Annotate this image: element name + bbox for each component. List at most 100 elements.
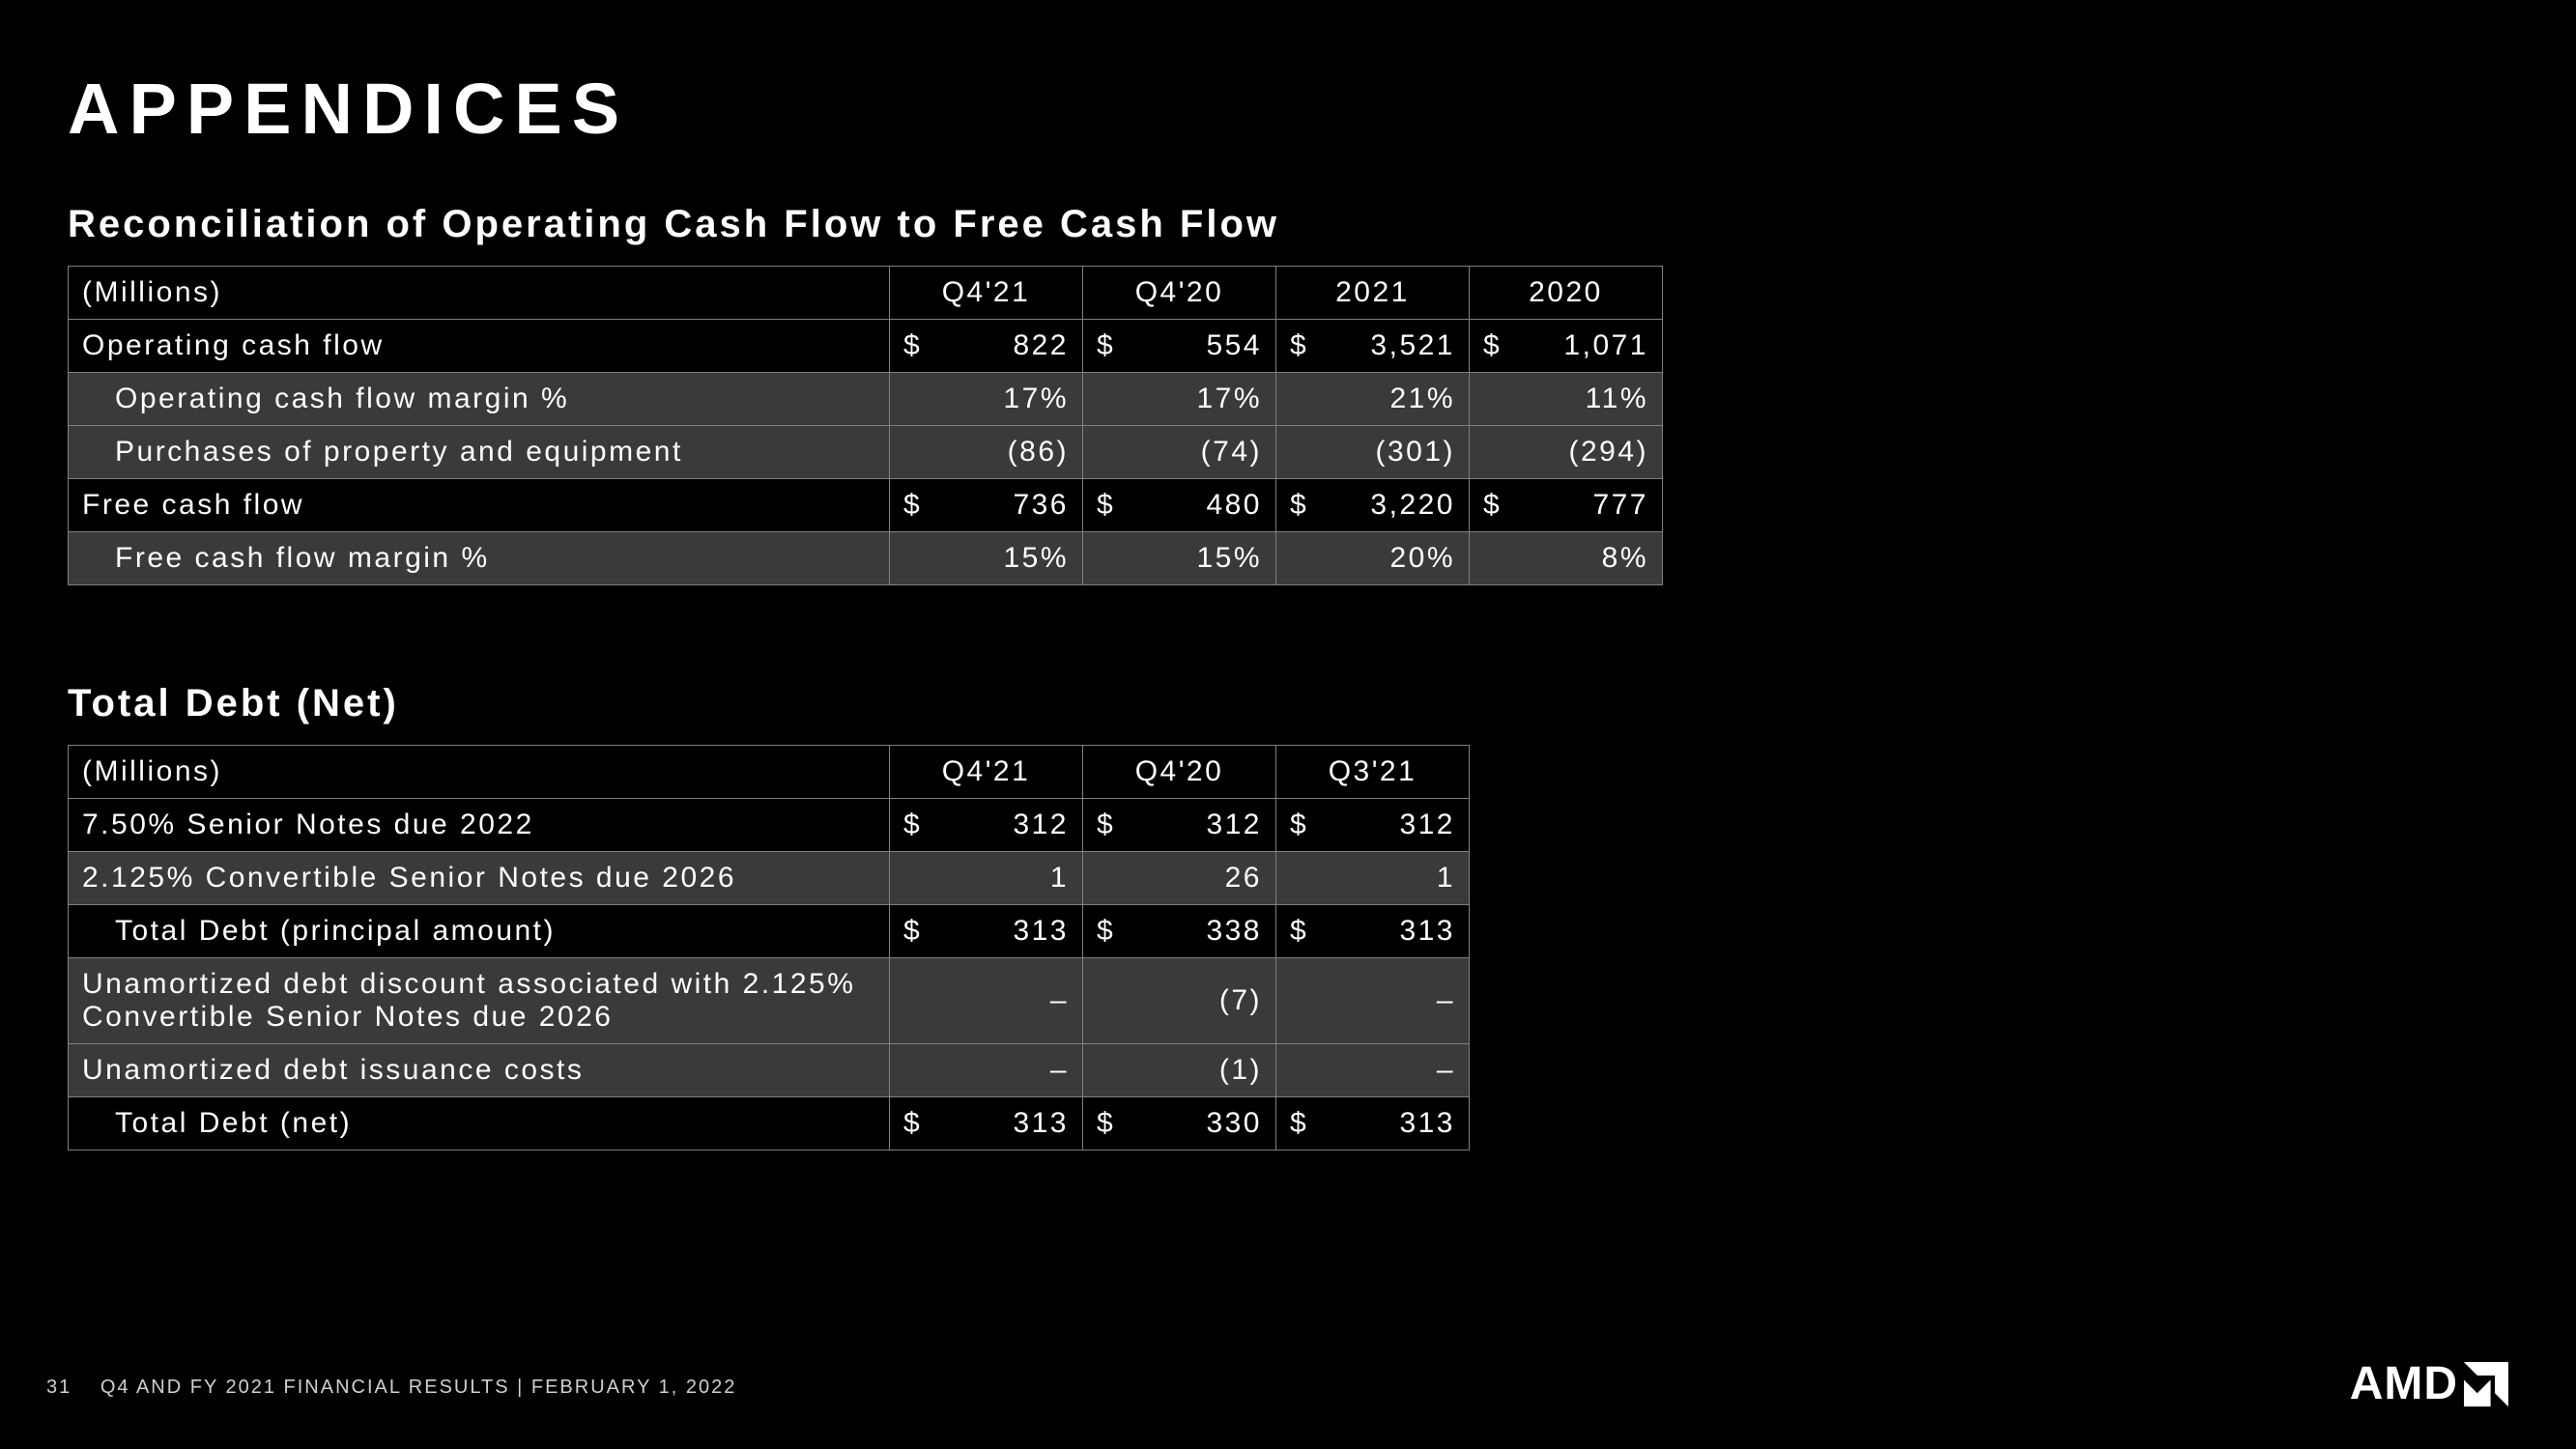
- footer: 31 Q4 AND FY 2021 FINANCIAL RESULTS | FE…: [46, 1377, 736, 1399]
- row-label: Purchases of property and equipment: [69, 426, 890, 479]
- cell-value: 15%: [938, 532, 1083, 585]
- table-header-label: (Millions): [69, 267, 890, 320]
- currency-symbol: [1083, 852, 1131, 905]
- total-debt-table: (Millions)Q4'21Q4'20Q3'21 7.50% Senior No…: [68, 745, 1470, 1151]
- currency-symbol: $: [1083, 479, 1131, 532]
- currency-symbol: [1470, 373, 1518, 426]
- currency-symbol: [890, 852, 938, 905]
- currency-symbol: [1276, 373, 1325, 426]
- cell-value: –: [938, 1044, 1083, 1097]
- cell-value: (301): [1325, 426, 1470, 479]
- table1-title: Reconciliation of Operating Cash Flow to…: [68, 203, 2508, 246]
- row-label: 2.125% Convertible Senior Notes due 2026: [69, 852, 890, 905]
- currency-symbol: $: [890, 905, 938, 958]
- cell-value: 313: [1325, 905, 1470, 958]
- cell-value: 1: [1325, 852, 1470, 905]
- currency-symbol: [1470, 426, 1518, 479]
- footer-text: Q4 AND FY 2021 FINANCIAL RESULTS | FEBRU…: [100, 1377, 737, 1398]
- page-number: 31: [46, 1377, 72, 1398]
- cell-value: (74): [1131, 426, 1276, 479]
- table-row: Operating cash flow margin %17%17%21%11%: [69, 373, 1663, 426]
- currency-symbol: [890, 373, 938, 426]
- currency-symbol: [1470, 532, 1518, 585]
- table-header-label: (Millions): [69, 746, 890, 799]
- currency-symbol: $: [1276, 479, 1325, 532]
- cell-value: 312: [1131, 799, 1276, 852]
- cell-value: 8%: [1518, 532, 1663, 585]
- cell-value: –: [938, 958, 1083, 1044]
- cell-value: (86): [938, 426, 1083, 479]
- row-label: Unamortized debt issuance costs: [69, 1044, 890, 1097]
- currency-symbol: $: [1276, 320, 1325, 373]
- row-label: Unamortized debt discount associated wit…: [69, 958, 890, 1044]
- cell-value: (294): [1518, 426, 1663, 479]
- currency-symbol: [890, 426, 938, 479]
- column-header: 2021: [1276, 267, 1470, 320]
- currency-symbol: [1083, 373, 1131, 426]
- table-row: Free cash flow margin % 15% 15% 20% 8%: [69, 532, 1663, 585]
- table-row: Unamortized debt discount associated wit…: [69, 958, 1470, 1044]
- cell-value: 1,071: [1518, 320, 1663, 373]
- cell-value: 1: [938, 852, 1083, 905]
- cell-value: –: [1325, 958, 1470, 1044]
- currency-symbol: $: [1083, 905, 1131, 958]
- cell-value: 17%: [1131, 373, 1276, 426]
- row-label: Total Debt (net): [69, 1097, 890, 1151]
- cell-value: 26: [1131, 852, 1276, 905]
- row-label: 7.50% Senior Notes due 2022: [69, 799, 890, 852]
- cell-value: 11%: [1518, 373, 1663, 426]
- currency-symbol: $: [890, 799, 938, 852]
- currency-symbol: $: [1276, 1097, 1325, 1151]
- cell-value: 15%: [1131, 532, 1276, 585]
- cash-flow-table: (Millions)Q4'21Q4'2020212020Operating ca…: [68, 266, 1663, 585]
- cell-value: (1): [1131, 1044, 1276, 1097]
- currency-symbol: [890, 532, 938, 585]
- cell-value: 21%: [1325, 373, 1470, 426]
- table-row: Total Debt (principal amount)$313$338$31…: [69, 905, 1470, 958]
- table2-title: Total Debt (Net): [68, 682, 2508, 725]
- currency-symbol: [890, 958, 938, 1044]
- cell-value: 777: [1518, 479, 1663, 532]
- table-row: Purchases of property and equipment (86) (…: [69, 426, 1663, 479]
- cell-value: 338: [1131, 905, 1276, 958]
- column-header: 2020: [1470, 267, 1663, 320]
- currency-symbol: $: [1083, 320, 1131, 373]
- currency-symbol: $: [890, 479, 938, 532]
- column-header: Q4'21: [890, 746, 1083, 799]
- currency-symbol: [1083, 1044, 1131, 1097]
- currency-symbol: [1276, 852, 1325, 905]
- currency-symbol: $: [1470, 320, 1518, 373]
- logo-text: AMD: [2350, 1357, 2458, 1410]
- cell-value: 17%: [938, 373, 1083, 426]
- page-title: APPENDICES: [68, 68, 2508, 150]
- row-label: Operating cash flow: [69, 320, 890, 373]
- currency-symbol: $: [1276, 799, 1325, 852]
- cell-value: 313: [938, 905, 1083, 958]
- currency-symbol: $: [890, 320, 938, 373]
- cell-value: 3,521: [1325, 320, 1470, 373]
- cell-value: 20%: [1325, 532, 1470, 585]
- currency-symbol: [1276, 958, 1325, 1044]
- column-header: Q3'21: [1276, 746, 1470, 799]
- amd-arrow-icon: [2464, 1362, 2508, 1406]
- column-header: Q4'20: [1083, 746, 1276, 799]
- table-row: Operating cash flow$822$554$3,521$1,071: [69, 320, 1663, 373]
- currency-symbol: $: [1083, 799, 1131, 852]
- cell-value: 822: [938, 320, 1083, 373]
- row-label: Free cash flow: [69, 479, 890, 532]
- cell-value: 554: [1131, 320, 1276, 373]
- cell-value: 313: [1325, 1097, 1470, 1151]
- currency-symbol: [1083, 958, 1131, 1044]
- cell-value: 313: [938, 1097, 1083, 1151]
- currency-symbol: [1276, 1044, 1325, 1097]
- cell-value: (7): [1131, 958, 1276, 1044]
- table-row: Unamortized debt issuance costs–(1)–: [69, 1044, 1470, 1097]
- cell-value: 480: [1131, 479, 1276, 532]
- row-label: Free cash flow margin %: [69, 532, 890, 585]
- currency-symbol: [1083, 532, 1131, 585]
- currency-symbol: [1276, 426, 1325, 479]
- row-label: Total Debt (principal amount): [69, 905, 890, 958]
- currency-symbol: $: [1470, 479, 1518, 532]
- table-row: Total Debt (net)$313$330$313: [69, 1097, 1470, 1151]
- currency-symbol: [1083, 426, 1131, 479]
